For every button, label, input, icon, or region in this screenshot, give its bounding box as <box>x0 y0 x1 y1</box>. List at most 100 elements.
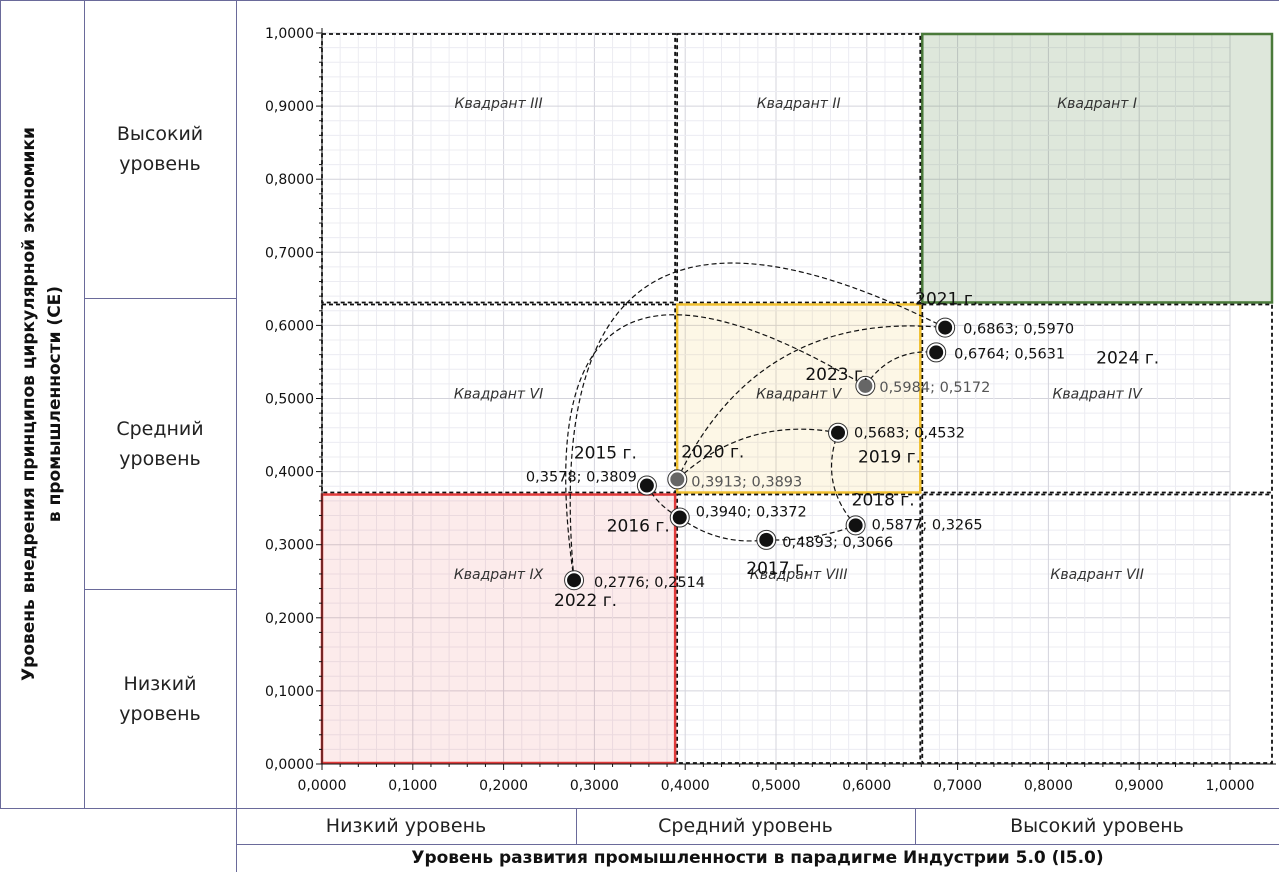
data-point-2024 <box>927 343 946 362</box>
frame-xlevel-bottom <box>236 844 1279 845</box>
y-tick-label: 0,3000 <box>265 538 314 554</box>
y-level-low: Низкий уровень <box>119 672 201 725</box>
data-point-ring <box>926 342 947 363</box>
trajectory-arrow <box>676 322 946 480</box>
quadrant-box-5 <box>675 303 922 494</box>
quadrant-box-8 <box>676 493 922 764</box>
year-label: 2021 г. <box>915 290 978 310</box>
x-tick-label: 0,2000 <box>479 778 528 794</box>
data-point-2015 <box>637 476 656 495</box>
data-point-ring <box>828 422 849 443</box>
data-label: 0,3578; 0,3809 <box>526 470 637 486</box>
data-point-ring <box>845 515 866 536</box>
y-tick-label: 0,8000 <box>265 172 314 188</box>
data-point-ring <box>636 475 657 496</box>
data-label: 0,6863; 0,5970 <box>963 322 1074 338</box>
quadrant-label-1: Квадрант I <box>1057 96 1137 112</box>
data-point-2021 <box>936 318 955 337</box>
data-label: 0,4893; 0,3066 <box>782 535 893 551</box>
data-point-2023 <box>856 376 875 395</box>
trajectory-arrow <box>679 517 768 546</box>
data-point-2019 <box>829 423 848 442</box>
year-label: 2016 г. <box>607 517 670 537</box>
data-point-2022 <box>565 571 584 590</box>
x-tick-label: 0,9000 <box>1115 778 1164 794</box>
trajectory-arrow <box>830 431 857 526</box>
y-level-medium: Средний уровень <box>116 417 204 470</box>
y-tick-label: 0,2000 <box>265 611 314 627</box>
x-tick-label: 0,1000 <box>388 778 437 794</box>
quadrant-scatter-chart: Квадрант I Квадрант II Квадрант III Квадран… <box>265 26 1276 794</box>
frame-ytitle-divider <box>84 0 85 808</box>
data-label: 0,3940; 0,3372 <box>696 505 807 521</box>
x-tick-label: 0,0000 <box>298 778 347 794</box>
y-tick-label: 0,6000 <box>265 318 314 334</box>
x-tick-label: 0,5000 <box>752 778 801 794</box>
y-tick-label: 0,9000 <box>265 99 314 115</box>
frame-ylevel-sep-2 <box>84 589 236 590</box>
x-level-high: Высокий уровень <box>1010 815 1184 837</box>
year-label: 2018 г. <box>852 490 915 510</box>
quadrant-label-9: Квадрант IX <box>454 567 544 583</box>
x-axis-title: Уровень развития промышленности в паради… <box>411 848 1104 868</box>
quadrant-label-2: Квадрант II <box>757 96 841 112</box>
data-point-2016 <box>670 508 689 527</box>
quadrant-box-4 <box>921 303 1273 494</box>
x-tick-label: 0,6000 <box>842 778 891 794</box>
frame-xlevel-sep-2 <box>915 808 916 844</box>
quadrant-label-3: Квадрант III <box>455 96 543 112</box>
frame-xlevel-sep-1 <box>576 808 577 844</box>
data-label: 0,5877; 0,3265 <box>872 517 983 533</box>
y-tick-label: 0,4000 <box>265 465 314 481</box>
points: 0,3578; 0,3809 2015 г. 0,3940; 0,3372 2016 … <box>526 290 1159 612</box>
quadrant-label-6: Квадрант VI <box>454 387 543 403</box>
data-point-ring <box>564 570 585 591</box>
quadrant-label-5: Квадрант V <box>756 387 843 403</box>
data-point-ring <box>667 469 688 490</box>
trajectory-arrow <box>565 314 867 581</box>
data-point-ring <box>756 529 777 550</box>
data-point-ring <box>669 507 690 528</box>
year-label: 2015 г. <box>574 444 637 464</box>
quadrants: Квадрант I Квадрант II Квадрант III Квадран… <box>320 32 1274 765</box>
y-tick-label: 0,0000 <box>265 757 314 773</box>
quadrant-label-7: Квадрант VII <box>1050 567 1144 583</box>
data-point-2017 <box>757 530 776 549</box>
quadrant-label-8: Квадрант VIII <box>750 567 848 583</box>
data-point-ring <box>935 317 956 338</box>
x-level-low: Низкий уровень <box>325 815 487 837</box>
data-label: 0,5683; 0,4532 <box>854 426 965 442</box>
quadrant-box-9 <box>320 493 677 765</box>
quadrant-label-4: Квадрант IV <box>1052 387 1143 403</box>
y-level-high: Высокий уровень <box>116 123 204 175</box>
data-point-2018 <box>846 516 865 535</box>
trajectory-arrow <box>676 428 839 480</box>
quadrant-box-1 <box>921 32 1274 304</box>
frame-top <box>0 0 1279 1</box>
y-tick-label: 0,5000 <box>265 392 314 408</box>
y-tick-label: 0,1000 <box>265 684 314 700</box>
data-label: 0,6764; 0,5631 <box>954 346 1065 362</box>
x-tick-label: 0,7000 <box>933 778 982 794</box>
frame-ylevel-divider <box>236 0 237 872</box>
x-level-medium: Средний уровень <box>658 815 833 837</box>
data-label: 0,3913; 0,3893 <box>691 474 802 490</box>
quadrant-box-3 <box>321 33 677 304</box>
year-label: 2023 г. <box>805 365 868 385</box>
year-label: 2020 г. <box>681 442 744 462</box>
x-tick-label: 0,8000 <box>1024 778 1073 794</box>
x-tick-label: 0,4000 <box>661 778 710 794</box>
y-axis-title: Уровень внедрения принципов циркулярной … <box>19 127 65 681</box>
y-tick-label: 0,7000 <box>265 245 314 261</box>
quadrant-box-2 <box>676 33 922 304</box>
year-label: 2024 г. <box>1096 348 1159 368</box>
axes: 0,0000 0,1000 0,2000 0,3000 0,4000 0,5000 0,60… <box>265 26 1276 794</box>
data-label: 0,5984; 0,5172 <box>879 380 990 396</box>
frame-ylevel-sep-1 <box>84 298 236 299</box>
x-tick-label: 0,3000 <box>570 778 619 794</box>
x-tick-label: 1,0000 <box>1206 778 1255 794</box>
frame-left <box>0 0 1 808</box>
quadrant-box-7 <box>921 493 1273 764</box>
year-label: 2019 г. <box>858 448 921 468</box>
year-label: 2022 г. <box>554 591 617 611</box>
